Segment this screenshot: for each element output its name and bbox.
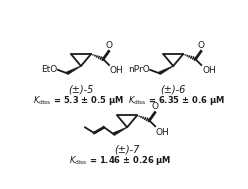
Text: O: O [152,102,159,111]
Text: $\mathit{K}_{\rm diss}$ = 1.46 ± 0.26 μM: $\mathit{K}_{\rm diss}$ = 1.46 ± 0.26 μM [69,154,172,167]
Text: OH: OH [202,66,216,75]
Text: OH: OH [110,66,124,75]
Text: EtO: EtO [41,65,57,74]
Text: O: O [106,41,113,50]
Text: (±)-6: (±)-6 [160,84,186,94]
Text: nPrO: nPrO [128,65,149,74]
Text: (±)-5: (±)-5 [68,84,94,94]
Polygon shape [159,66,173,75]
Text: $\mathit{K}_{\rm diss}$ = 5.3 ± 0.5 μM: $\mathit{K}_{\rm diss}$ = 5.3 ± 0.5 μM [32,94,124,107]
Text: O: O [198,41,205,50]
Polygon shape [113,127,127,136]
Text: OH: OH [156,128,170,137]
Polygon shape [66,66,81,75]
Text: (±)-7: (±)-7 [114,144,140,154]
Text: $\mathit{K}_{\rm diss}$ = 6.35 ± 0.6 μM: $\mathit{K}_{\rm diss}$ = 6.35 ± 0.6 μM [128,94,225,107]
